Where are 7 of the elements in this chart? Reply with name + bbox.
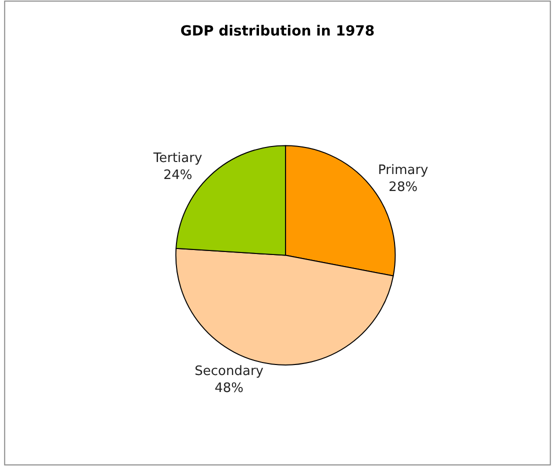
data-label: 24% (163, 168, 192, 183)
slice-label: Secondary (194, 364, 264, 379)
chart-title: GDP distribution in 1978 (180, 23, 375, 40)
data-label: 28% (388, 180, 418, 195)
slice-label: Primary (378, 162, 429, 178)
data-label: 48% (214, 380, 244, 396)
slice-label: Tertiary (152, 150, 202, 166)
